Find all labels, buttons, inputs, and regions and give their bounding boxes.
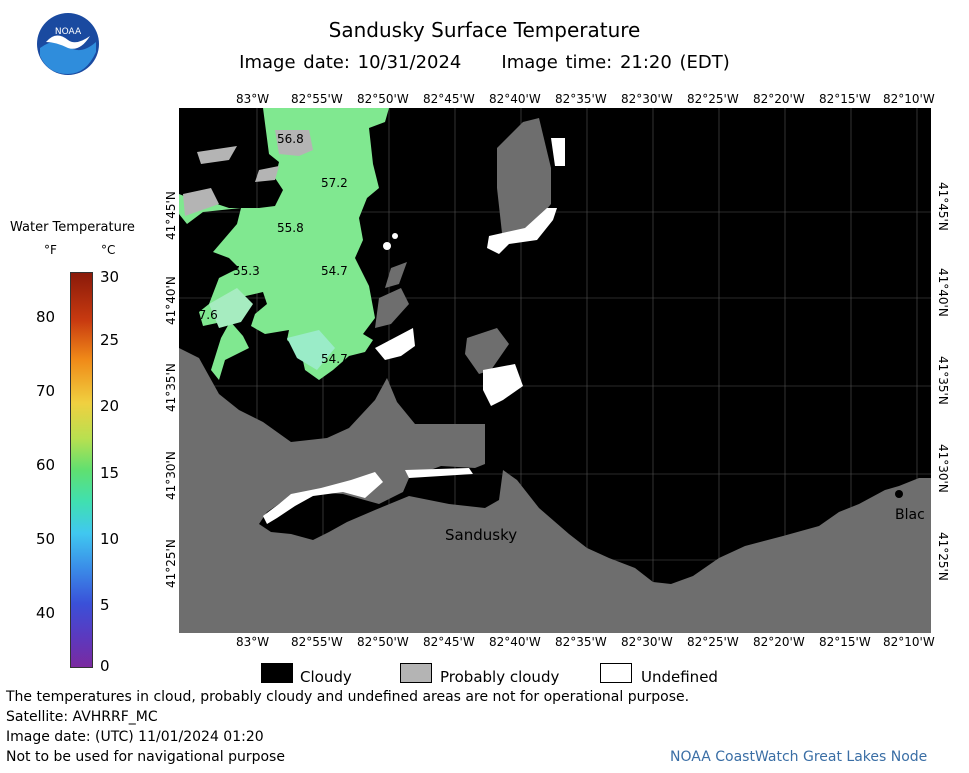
image-datetime: Image date: 10/31/2024 Image time: 21:20 … [0, 52, 969, 73]
c-tick: 0 [100, 657, 110, 675]
legend-swatch-probably-cloudy [400, 663, 432, 683]
colorbar-scale [70, 272, 93, 668]
lon-label-bottom: 82°10'W [883, 635, 935, 649]
image-date: Image date: 10/31/2024 [239, 52, 462, 73]
colorbar-title: Water Temperature [10, 220, 135, 235]
lat-label-right: 41°35'N [936, 356, 950, 405]
lon-label-top: 82°20'W [753, 92, 805, 106]
lon-label-top: 82°50'W [357, 92, 409, 106]
undefined-area [483, 364, 523, 406]
lon-label-top: 82°30'W [621, 92, 673, 106]
temperature-label: 55.3 [233, 264, 260, 278]
lat-label-left: 41°40'N [164, 276, 178, 325]
c-tick: 30 [100, 268, 120, 286]
undefined-area [392, 233, 398, 239]
lat-label-left: 41°45'N [164, 191, 178, 240]
probably-cloudy-patch [255, 166, 279, 182]
temperature-label: 56.8 [277, 132, 304, 146]
legend-label-undefined: Undefined [641, 668, 718, 686]
lon-label-top: 82°55'W [291, 92, 343, 106]
undefined-area [263, 472, 383, 524]
c-tick: 20 [100, 397, 120, 415]
lat-label-left: 41°35'N [164, 363, 178, 412]
temperature-label: 54.7 [321, 352, 348, 366]
temperature-label: 57.2 [321, 176, 348, 190]
place-label-blac: Blac [895, 507, 925, 523]
lon-label-top: 83°W [236, 92, 270, 106]
f-tick: 80 [36, 308, 56, 326]
temperature-label: 55.8 [199, 221, 226, 235]
place-label-sandusky: Sandusky [445, 526, 517, 544]
probably-cloudy-patch [497, 118, 551, 242]
probably-cloudy-patch [183, 188, 219, 216]
legend-swatch-undefined [600, 663, 632, 683]
undefined-area [551, 138, 565, 166]
temperature-label: 54.7 [321, 264, 348, 278]
legend-label-probably-cloudy: Probably cloudy [440, 668, 560, 686]
probably-cloudy-patch [385, 262, 407, 288]
lon-label-bottom: 82°20'W [753, 635, 805, 649]
lat-label-right: 41°40'N [936, 268, 950, 317]
probably-cloudy-patch [197, 146, 237, 164]
image-time: Image time: 21:20 (EDT) [501, 52, 730, 73]
disclaimer: The temperatures in cloud, probably clou… [6, 689, 690, 705]
lon-label-bottom: 82°55'W [291, 635, 343, 649]
lon-label-bottom: 82°15'W [819, 635, 871, 649]
land-area [179, 348, 931, 633]
lon-label-top: 82°40'W [489, 92, 541, 106]
lat-label-left: 41°25'N [164, 539, 178, 588]
lon-label-bottom: 82°40'W [489, 635, 541, 649]
lon-label-bottom: 83°W [236, 635, 270, 649]
temperature-labels: 56.8 57.2 55.8 55.8 55.3 54.7 57.6 54.7 [191, 132, 348, 366]
lon-label-top: 82°35'W [555, 92, 607, 106]
c-tick: 25 [100, 331, 120, 349]
lat-label-right: 41°25'N [936, 532, 950, 581]
temperature-map: 56.8 57.2 55.8 55.8 55.3 54.7 57.6 54.7 … [179, 108, 931, 633]
f-tick: 50 [36, 530, 56, 548]
cool-water-patch [287, 330, 335, 370]
utc-date: Image date: (UTC) 11/01/2024 01:20 [6, 729, 264, 745]
lon-label-bottom: 82°50'W [357, 635, 409, 649]
lat-label-left: 41°30'N [164, 451, 178, 500]
c-tick: 15 [100, 464, 120, 482]
lon-label-bottom: 82°25'W [687, 635, 739, 649]
legend-label-cloudy: Cloudy [300, 668, 352, 686]
undefined-area [487, 208, 557, 254]
lon-label-top: 82°25'W [687, 92, 739, 106]
unit-fahrenheit: °F [44, 243, 57, 257]
cool-water-patch [209, 288, 253, 328]
undefined-area [405, 468, 473, 478]
credit-link[interactable]: NOAA CoastWatch Great Lakes Node [670, 749, 928, 765]
undefined-area [383, 242, 391, 250]
lon-label-top: 82°10'W [883, 92, 935, 106]
city-marker [895, 490, 903, 498]
f-tick: 70 [36, 382, 56, 400]
legend-swatch-cloudy [261, 663, 293, 683]
probably-cloudy-patch [465, 328, 509, 374]
lon-label-bottom: 82°45'W [423, 635, 475, 649]
lon-label-top: 82°15'W [819, 92, 871, 106]
lon-label-bottom: 82°30'W [621, 635, 673, 649]
undefined-area [375, 328, 415, 360]
lon-label-top: 82°45'W [423, 92, 475, 106]
c-tick: 10 [100, 530, 120, 548]
f-tick: 40 [36, 604, 56, 622]
unit-celsius: °C [101, 243, 116, 257]
logo-text: NOAA [55, 27, 82, 37]
probably-cloudy-patch [275, 130, 313, 156]
temperature-label: 55.8 [277, 221, 304, 235]
lon-label-bottom: 82°35'W [555, 635, 607, 649]
lat-label-right: 41°30'N [936, 444, 950, 493]
satellite-info: Satellite: AVHRRF_MC [6, 709, 158, 725]
map-title: Sandusky Surface Temperature [328, 18, 641, 42]
temperature-label: 57.6 [191, 308, 218, 322]
nav-warning: Not to be used for navigational purpose [6, 749, 285, 765]
lat-label-right: 41°45'N [936, 182, 950, 231]
c-tick: 5 [100, 596, 110, 614]
noaa-logo: NOAA [37, 13, 99, 75]
probably-cloudy-patch [375, 288, 409, 328]
f-tick: 60 [36, 456, 56, 474]
